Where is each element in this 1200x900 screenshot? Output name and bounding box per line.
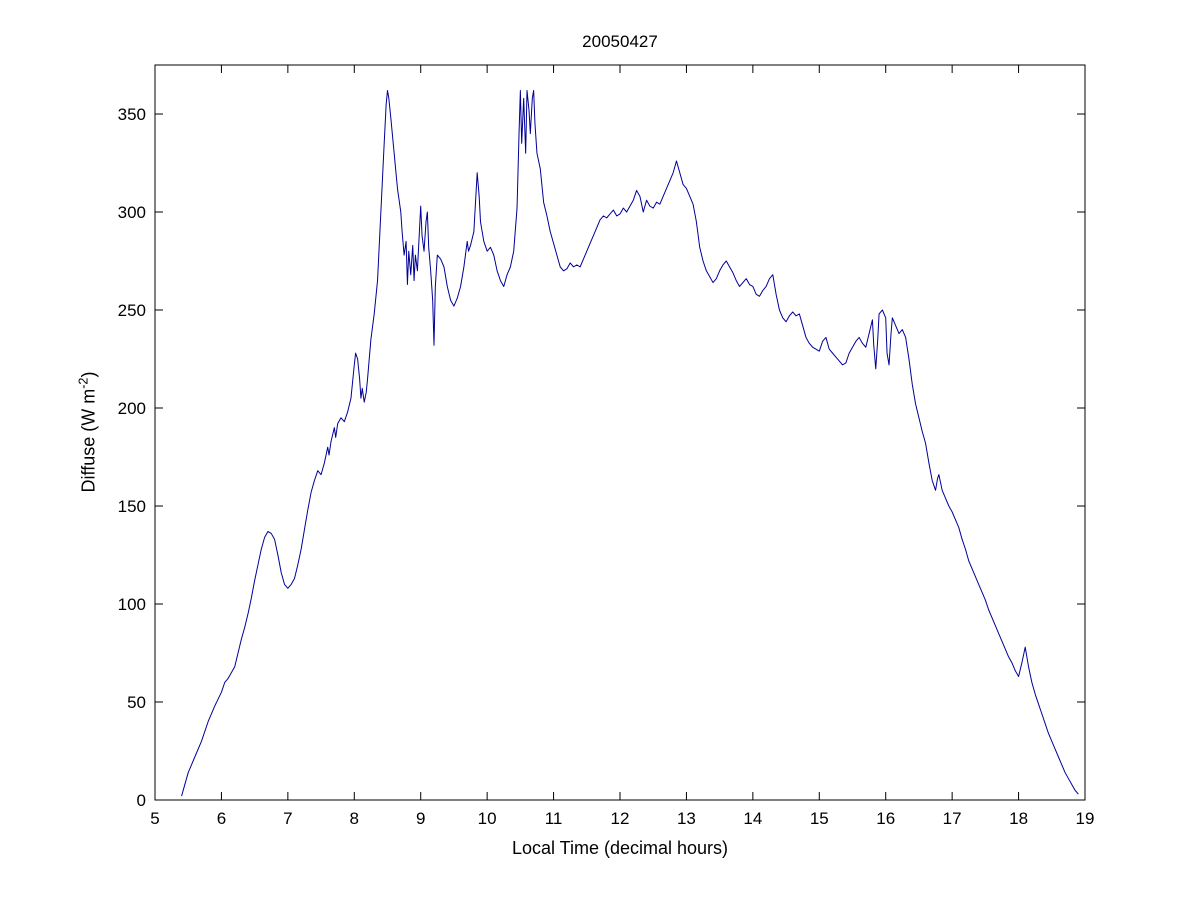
- y-tick-label: 300: [118, 203, 146, 222]
- x-axis-label: Local Time (decimal hours): [511, 838, 729, 858]
- x-tick-label: 19: [1076, 809, 1095, 828]
- x-tick-label: 6: [217, 809, 226, 828]
- plot-area-box: [154, 64, 1086, 801]
- x-tick-label: 11: [545, 809, 563, 828]
- y-tick-label: 200: [118, 399, 146, 418]
- y-axis-label-text: Diffuse (W m: [78, 388, 99, 493]
- y-axis-label: Diffuse (W m-2): [77, 372, 100, 493]
- y-tick-label: 100: [118, 595, 146, 614]
- y-tick-label: 250: [118, 301, 146, 320]
- y-axis-label-close: ): [78, 371, 99, 378]
- x-tick-label: 16: [876, 809, 895, 828]
- x-tick-label: 7: [283, 809, 292, 828]
- y-tick-label: 150: [118, 497, 146, 516]
- x-tick-label: 8: [350, 809, 359, 828]
- y-tick-label: 0: [137, 791, 146, 810]
- x-tick-label: 9: [416, 809, 425, 828]
- y-tick-label: 50: [127, 693, 146, 712]
- x-tick-label: 10: [478, 809, 497, 828]
- diffuse-line: [181, 89, 1079, 797]
- x-tick-label: 5: [150, 809, 159, 828]
- x-tick-label: 17: [943, 809, 962, 828]
- chart-title: 20050427: [582, 32, 658, 51]
- x-tick-label: 13: [677, 809, 696, 828]
- x-tick-label: 18: [1009, 809, 1028, 828]
- y-tick-label: 350: [118, 105, 146, 124]
- y-axis-label-superscript: -2: [76, 377, 91, 389]
- x-tick-label: 14: [743, 809, 762, 828]
- x-tick-label: 15: [810, 809, 829, 828]
- x-tick-label: 12: [611, 809, 630, 828]
